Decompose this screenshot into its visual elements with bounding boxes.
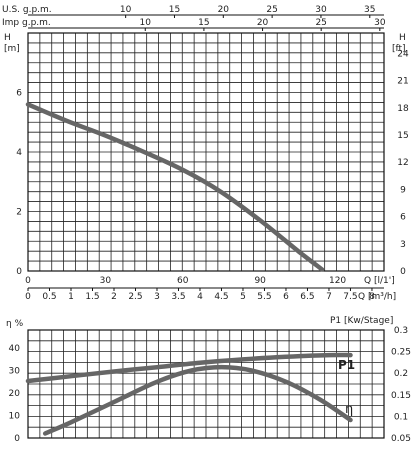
head-left-axis-label-unit: [m] <box>4 44 20 54</box>
q-m3h-tick-label: 7.5 <box>343 292 357 302</box>
q-lmin-tick-label: 0 <box>25 276 31 286</box>
p1-tick-label: 0.1 <box>394 412 408 422</box>
q-m3h-tick-label: 0.5 <box>42 292 56 302</box>
p1-tick-label: 0.25 <box>391 348 411 358</box>
q-m3h-tick-label: 1.5 <box>85 292 99 302</box>
eta-tick-label: 20 <box>9 389 21 399</box>
q-lmin-tick-label: 60 <box>177 276 189 286</box>
q-m3h-tick-label: 2.5 <box>128 292 142 302</box>
p1-tick-label: 0.15 <box>391 391 411 401</box>
p1-ticks: 0.05 0.1 0.15 0.2 0.25 0.3 <box>391 326 411 444</box>
impgpm-ticks: 10 15 20 25 30 <box>140 18 386 31</box>
eta-curve-line <box>42 364 353 436</box>
q-m3h-tick-label: 0 <box>25 292 31 302</box>
head-m-tick-label: 4 <box>16 148 22 158</box>
p1-axis-label: P1 [Kw/Stage] <box>330 316 393 326</box>
impgpm-tick-label: 20 <box>257 18 269 28</box>
usgpm-tick-label: 15 <box>169 5 180 15</box>
head-m-tick-label: 6 <box>16 89 22 99</box>
eta-tick-label: 40 <box>9 344 21 354</box>
q-m3h-tick-label: 4.5 <box>214 292 228 302</box>
q-m3h-tick-label: 3 <box>154 292 160 302</box>
eta-axis-label: η % <box>6 319 24 329</box>
q-m3h-tick-label: 1 <box>68 292 74 302</box>
q-lmin-ticks: 0 30 60 90 120 <box>25 276 346 286</box>
usgpm-tick-label: 30 <box>315 5 327 15</box>
head-m-tick-label: 0 <box>16 267 22 277</box>
head-ft-tick-label: 12 <box>397 158 408 168</box>
usgpm-tick-label: 20 <box>218 5 230 15</box>
q-lmin-axis-label: Q [l/1'] <box>364 276 395 286</box>
head-ft-tick-label: 21 <box>397 77 408 87</box>
q-m3h-tick-label: 7 <box>326 292 332 302</box>
head-chart-frame <box>27 32 385 272</box>
head-ft-tick-label: 18 <box>397 104 409 114</box>
eta-series-label: η <box>345 402 353 417</box>
impgpm-tick-label: 25 <box>315 18 326 28</box>
head-right-axis-label-h: H <box>399 33 406 43</box>
p1-tick-label: 0.3 <box>394 326 408 336</box>
head-right-axis-label-unit: [ft] <box>392 44 406 54</box>
impgpm-tick-label: 15 <box>198 18 209 28</box>
head-curve-line <box>25 102 325 272</box>
q-m3h-tick-label: 2 <box>111 292 117 302</box>
head-m-ticks: 0 2 4 6 <box>16 89 22 278</box>
q-lmin-tick-label: 30 <box>100 276 112 286</box>
p1-tick-label: 0.05 <box>391 434 411 444</box>
q-m3h-tick-label: 8 <box>369 292 375 302</box>
q-lmin-tick-label: 90 <box>254 276 266 286</box>
head-chart: U.S. g.p.m. 10 15 20 25 30 35 Imp g.p.m. 10 15… <box>2 5 409 302</box>
head-ft-tick-label: 0 <box>400 267 406 277</box>
p1-series-label: P1 <box>338 358 355 372</box>
usgpm-axis-label: U.S. g.p.m. <box>2 5 52 15</box>
usgpm-tick-label: 10 <box>120 5 132 15</box>
head-ft-tick-label: 15 <box>397 131 408 141</box>
q-m3h-ticks: 0 0.5 1 1.5 2 2.5 3 3.5 4 4.5 5 5.5 6 6.5 7 7.5 8 <box>25 288 375 302</box>
eta-tick-label: 0 <box>14 434 20 444</box>
q-m3h-tick-label: 5 <box>240 292 246 302</box>
efficiency-chart-frame <box>27 329 385 439</box>
head-chart-grid <box>28 33 384 271</box>
q-m3h-tick-label: 5.5 <box>257 292 271 302</box>
usgpm-tick-label: 35 <box>364 5 375 15</box>
head-ft-ticks: 0 3 6 9 12 15 18 21 24 <box>397 49 409 277</box>
efficiency-chart-grid <box>28 330 384 438</box>
p1-curve-line <box>25 352 353 384</box>
impgpm-tick-label: 30 <box>374 18 386 28</box>
head-ft-tick-label: 9 <box>400 185 406 195</box>
q-m3h-tick-label: 3.5 <box>171 292 185 302</box>
head-left-axis-label-h: H <box>4 33 11 43</box>
eta-tick-label: 30 <box>9 367 21 377</box>
head-ft-tick-label: 6 <box>400 213 406 223</box>
eta-tick-label: 10 <box>9 412 21 422</box>
usgpm-tick-label: 25 <box>266 5 277 15</box>
q-m3h-tick-label: 6 <box>283 292 289 302</box>
impgpm-tick-label: 10 <box>140 18 152 28</box>
impgpm-axis-label: Imp g.p.m. <box>2 18 51 28</box>
head-m-tick-label: 2 <box>16 208 22 218</box>
q-m3h-axis-label: Q [m³/h] <box>358 292 396 302</box>
eta-ticks: 0 10 20 30 40 <box>9 344 21 444</box>
head-ft-tick-label: 3 <box>400 240 406 250</box>
usgpm-ticks: 10 15 20 25 30 35 <box>120 5 376 18</box>
q-m3h-tick-label: 6.5 <box>300 292 314 302</box>
p1-tick-label: 0.2 <box>394 369 408 379</box>
q-lmin-tick-label: 120 <box>329 276 346 286</box>
q-m3h-tick-label: 4 <box>197 292 203 302</box>
head-ft-tick-label: 24 <box>397 49 409 59</box>
